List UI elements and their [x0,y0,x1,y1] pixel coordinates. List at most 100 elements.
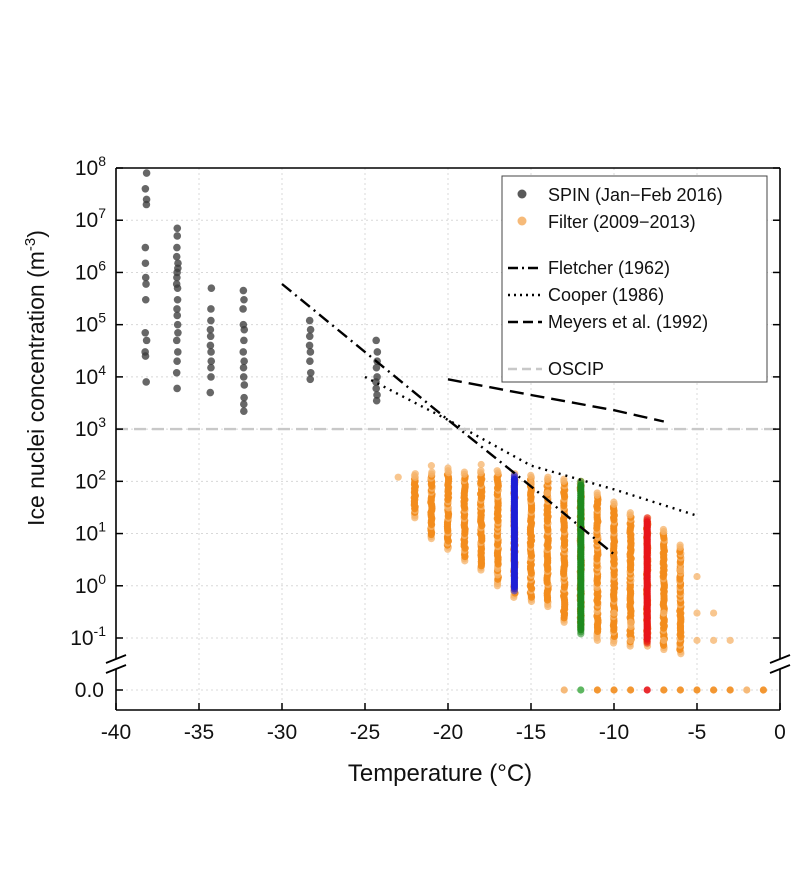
spin-point [206,325,215,334]
y-tick-exponent: -1 [94,623,107,639]
spin-point [173,224,182,233]
spin-point [142,200,151,209]
plot-frame [105,167,791,711]
filter-point [659,525,668,534]
y-tick-label: 108 [75,153,106,180]
spin-point [206,332,215,341]
filter-point [627,636,635,644]
filter-zero-point [627,686,635,694]
spin-point [239,373,248,381]
filter-point [710,636,718,644]
y-tick-label: 100 [75,571,106,598]
legend-label-spin: SPIN (Jan−Feb 2016) [548,185,723,205]
y-tick-label: 10-1 [70,623,106,650]
spin-point [141,259,150,268]
x-tick-label: -15 [516,721,546,744]
y-tick-label: 104 [75,362,106,389]
filter-point [676,541,684,549]
spin-point [141,328,150,337]
filter-point [676,566,685,574]
spin-point [240,400,248,408]
spin-point [306,348,315,356]
y-tick-base: 10 [70,627,93,650]
spin-point [173,284,182,292]
spin-point [141,352,150,360]
axis-break-mark [105,654,127,664]
axis-ticks: -40 -35 -30 -25 -20 -15 -10 -5 01081071061051041… [70,153,786,744]
axis-break-mark [769,664,791,674]
filter-zero-point [560,686,568,694]
y-axis-title-sup: -3 [22,238,39,251]
spin-point [306,357,314,365]
spin-point [141,295,150,304]
spin-point [306,325,315,334]
y-tick-base: 10 [75,523,98,546]
filter-highlight-point [510,471,518,479]
y-tick-label: 103 [75,414,106,441]
spin-point [372,336,380,345]
filter-zero-point [726,686,734,694]
y-tick-base: 10 [75,157,98,180]
spin-point [173,295,182,304]
legend-label-fletcher: Fletcher (1962) [548,258,670,278]
spin-point [239,286,248,295]
filter-zero-point [693,686,701,694]
x-tick-label: -35 [184,721,214,744]
spin-point [141,243,150,252]
legend-label-filter: Filter (2009−2013) [548,212,696,232]
spin-point [173,357,181,365]
legend-label-oscip: OSCIP [548,359,604,379]
spin-point [173,305,181,313]
spin-point [173,232,182,240]
y-tick-exponent: 2 [98,466,106,482]
x-tick-label: -30 [267,721,297,744]
spin-point [240,407,248,416]
spin-point [240,393,248,402]
spin-point [172,252,181,261]
y-tick-base: 10 [75,209,98,232]
filter-point [693,609,701,617]
spin-point [142,280,150,288]
filter-point [544,473,552,481]
filter-point [427,462,435,470]
y-tick-base: 10 [75,314,98,337]
filter-point [726,636,734,644]
spin-point [207,373,215,381]
filter-point [477,467,485,475]
filter-zero-point [577,686,585,694]
legend-marker-spin [517,189,527,199]
spin-point [239,363,248,372]
y-tick-label: 105 [75,310,106,337]
spin-point [142,336,151,345]
filter-point [610,609,618,617]
spin-point [372,363,381,372]
spin-point [305,316,314,325]
filter-zero-point [759,686,768,694]
spin-point [373,348,382,356]
x-tick-label: -25 [350,721,380,744]
x-tick-label: -10 [599,721,629,744]
x-tick-label: -40 [101,721,131,744]
legend-marker-filter [517,216,527,226]
filter-point [428,468,436,476]
legend-label-cooper: Cooper (1986) [548,285,664,305]
filter-point [560,475,568,483]
filter-point [493,467,501,475]
y-tick-label: 106 [75,257,106,284]
spin-point [240,336,248,345]
y-tick-base: 10 [75,470,98,493]
filter-zero-point [710,686,718,694]
filter-zero-point [743,686,751,694]
data-layer [141,169,768,694]
spin-point [207,316,215,325]
filter-point [660,609,668,617]
y-tick-exponent: 5 [98,310,106,326]
filter-zero-point [610,686,618,694]
filter-highlight-point [643,514,651,522]
spin-point [172,368,181,377]
filter-point [693,636,701,644]
spin-point [207,305,215,313]
spin-point [174,328,182,337]
